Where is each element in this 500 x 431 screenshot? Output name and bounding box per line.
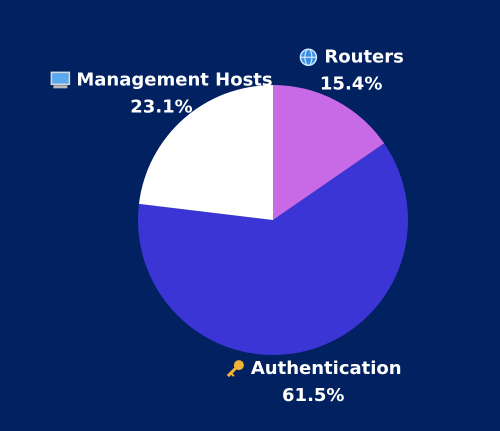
icon-part: [53, 85, 68, 89]
slice-value-label: 15.4%: [320, 73, 382, 94]
pie-slice: [138, 143, 409, 355]
slice-label: Management Hosts: [76, 69, 272, 90]
pie-slice: [138, 85, 273, 220]
icon-part: [50, 71, 71, 86]
icon-part: [230, 372, 235, 377]
slice-icon: [50, 71, 71, 89]
slice-value-label: 61.5%: [282, 385, 344, 406]
slice-icon: [226, 360, 244, 378]
slice-icon: [299, 48, 318, 67]
slice-value-label: 23.1%: [130, 96, 192, 117]
icon-part: [226, 366, 238, 378]
pie-slice: [273, 85, 385, 220]
slice-label: Routers: [324, 46, 403, 67]
slice-label: Authentication: [251, 358, 402, 379]
